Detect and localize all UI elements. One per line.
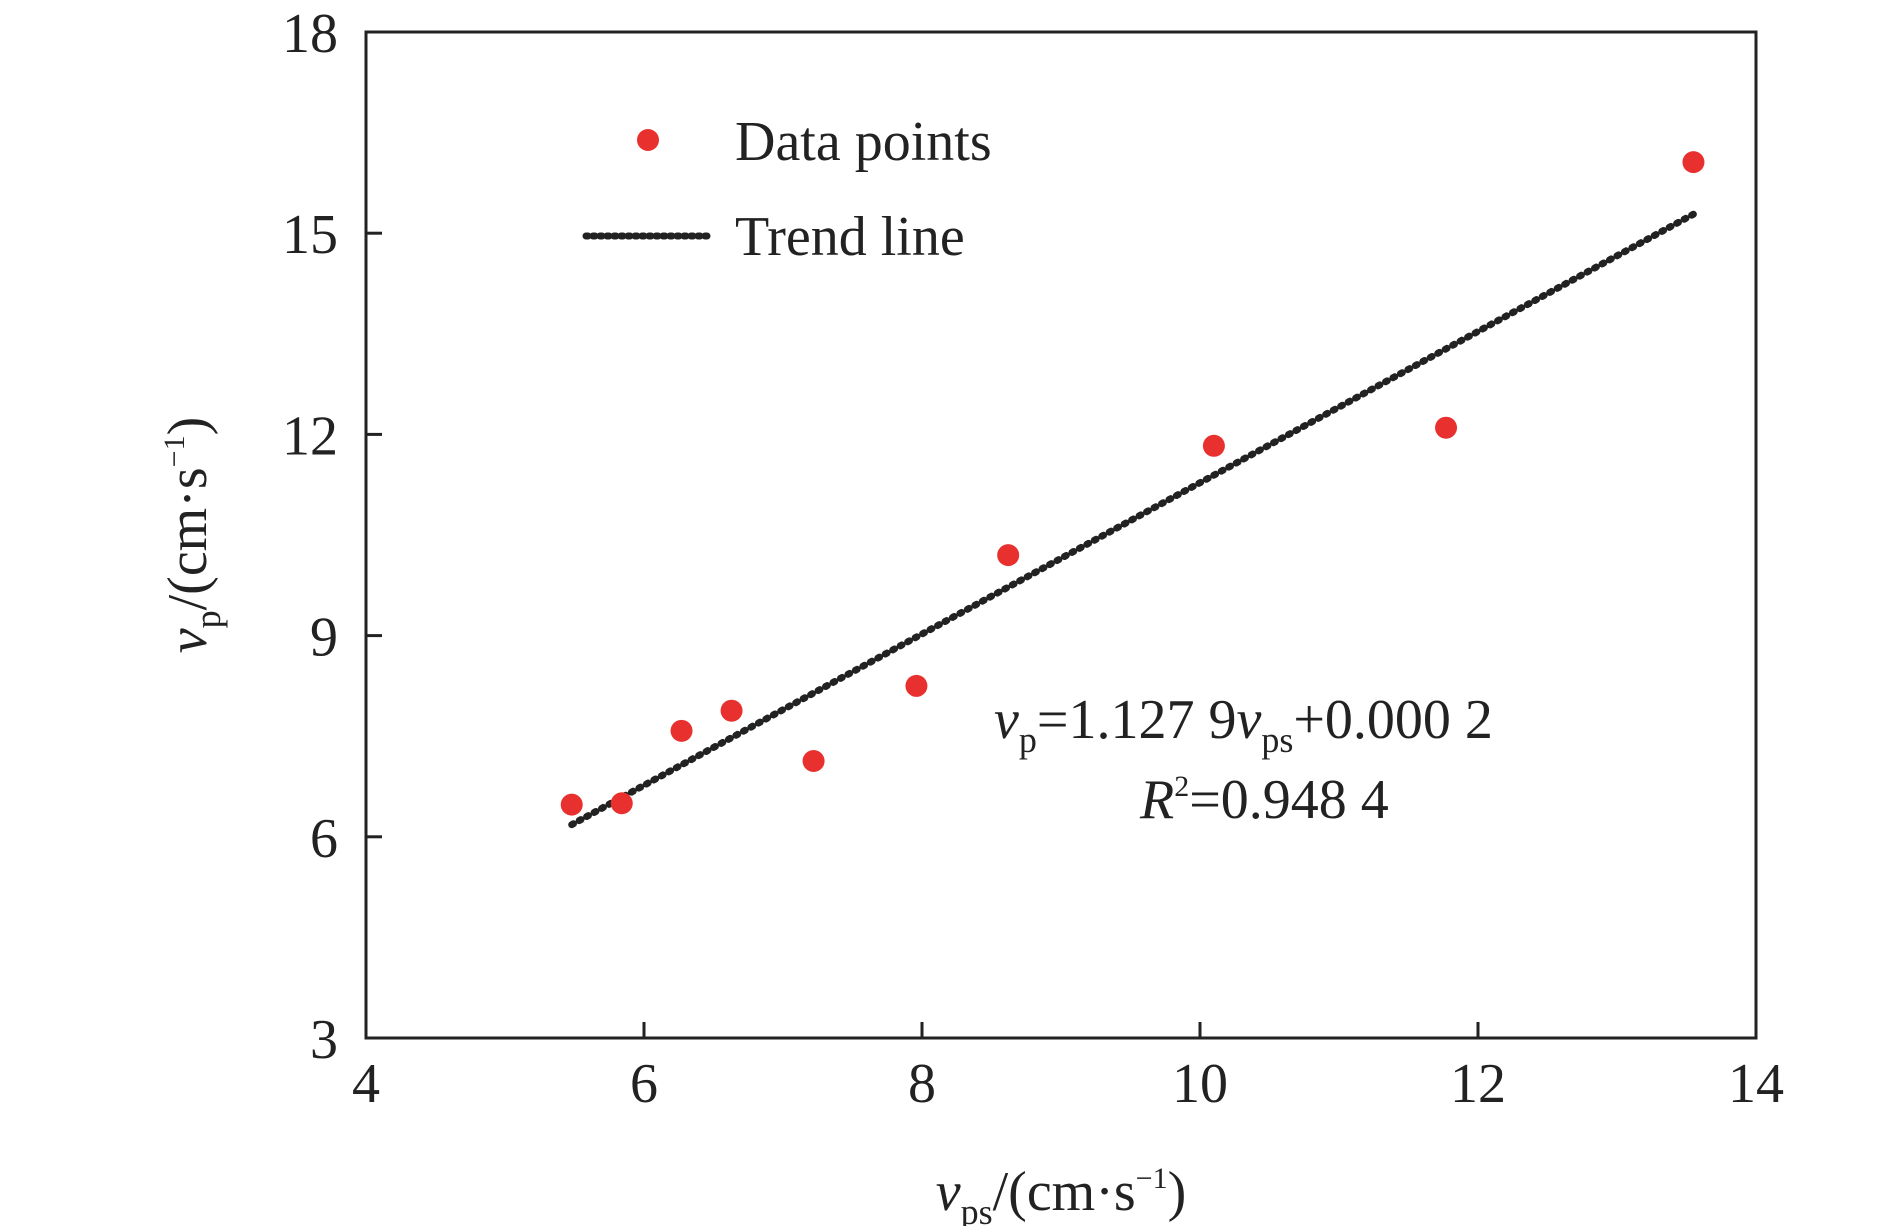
- data-point: [560, 793, 583, 816]
- y-tick-label: 15: [282, 204, 338, 266]
- legend-marker-data-points: [637, 129, 659, 151]
- y-tick-label: 12: [282, 405, 338, 467]
- data-point: [670, 719, 693, 742]
- legend-label-trend-line: Trend line: [735, 206, 965, 268]
- data-point: [1435, 416, 1458, 439]
- x-tick-label: 4: [352, 1053, 380, 1115]
- x-axis-ticks: 4 6 8 10 12 14: [352, 1022, 1784, 1115]
- legend-label-data-points: Data points: [735, 111, 992, 173]
- y-tick-label: 9: [310, 607, 338, 669]
- y-tick-label: 18: [282, 3, 338, 65]
- y-axis-ticks: 3 6 9 12 15 18: [282, 3, 382, 1071]
- data-point: [1682, 151, 1705, 174]
- x-tick-label: 8: [908, 1053, 936, 1115]
- legend: Data points Trend line: [582, 111, 992, 268]
- data-point: [905, 674, 928, 697]
- trend-line: [568, 210, 1697, 829]
- data-point: [997, 544, 1020, 567]
- x-tick-label: 6: [630, 1053, 658, 1115]
- plot-frame: [364, 30, 1758, 1040]
- data-point: [610, 792, 633, 815]
- data-point: [802, 750, 825, 773]
- data-points-series: [560, 151, 1705, 816]
- regression-equation: vp=1.127 9vps+0.000 2: [994, 689, 1493, 760]
- y-tick-label: 6: [310, 808, 338, 870]
- y-axis-title: vp/(cm·s−1): [157, 417, 228, 654]
- x-axis-title: vps/(cm·s−1): [936, 1161, 1187, 1226]
- x-tick-label: 10: [1172, 1053, 1228, 1115]
- data-point: [720, 699, 743, 722]
- x-tick-label: 12: [1450, 1053, 1506, 1115]
- x-tick-label: 14: [1728, 1053, 1784, 1115]
- trend-line-series: [568, 210, 1697, 829]
- r-squared-label: R2=0.948 4: [1139, 769, 1389, 831]
- y-tick-label: 3: [310, 1009, 338, 1071]
- data-point: [1202, 434, 1225, 457]
